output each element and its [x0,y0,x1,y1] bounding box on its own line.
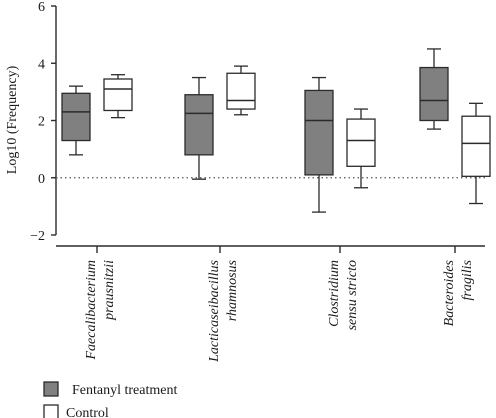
y-axis-label: Log10 (Frequency) [5,65,20,174]
fentanyl-box-1 [61,85,91,156]
category-label-line1: Lacticaseibacillus [207,259,222,362]
category-label-line2: rhamnosus [225,259,240,321]
y-axis: −2 0 2 4 6 [30,0,57,244]
legend-swatch [43,404,59,418]
category-label-4: Bacteroides fragilis [442,259,475,326]
y-tick-label: 2 [38,115,45,130]
category-label-line2: sensu stricto [345,260,360,330]
x-axis [56,245,485,253]
fentanyl-box-4 [419,48,449,130]
iqr-box [461,115,491,177]
category-label-line2: prausnitzii [102,260,117,321]
iqr-box [304,89,334,176]
y-tick-label: 6 [38,0,45,15]
boxes-layer [61,48,491,213]
legend-label: Control [66,406,109,418]
category-label-line1: Clostridium [327,260,342,327]
legend-item-fentanyl: Fentanyl treatment [43,381,177,398]
control-box-4 [461,102,491,205]
y-tick-label: 0 [38,172,45,187]
iqr-box [103,78,133,112]
category-label-2: Lacticaseibacillus rhamnosus [207,259,240,362]
fentanyl-box-2 [184,76,214,180]
y-tick-label: 4 [38,57,45,72]
category-label-3: Clostridium sensu stricto [327,260,360,330]
category-label-line2: fragilis [460,259,475,300]
iqr-box [184,94,214,156]
category-labels: Faecalibacterium prausnitzii Lacticaseibac… [84,259,475,362]
iqr-box [226,72,256,110]
control-box-1 [103,74,133,119]
category-label-line1: Faecalibacterium [84,260,99,361]
fentanyl-box-3 [304,76,334,213]
category-label-1: Faecalibacterium prausnitzii [84,260,117,361]
legend-item-control: Control [43,404,109,418]
legend-swatch [43,381,59,397]
iqr-box [346,118,376,167]
legend: Fentanyl treatment Control [43,381,177,418]
iqr-box [419,66,449,122]
category-label-line1: Bacteroides [442,259,457,326]
legend-label: Fentanyl treatment [72,383,177,398]
control-box-3 [346,108,376,189]
y-tick-label: −2 [30,229,45,244]
iqr-box [61,92,91,142]
control-box-2 [226,65,256,116]
